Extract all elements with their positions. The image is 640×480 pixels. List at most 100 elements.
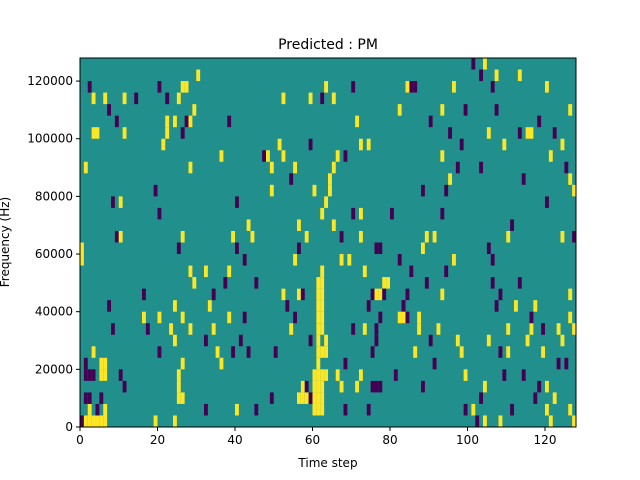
plot-area [79,57,577,428]
heatmap-cell [91,346,96,358]
heatmap-cell [223,277,228,289]
x-axis: 0 20 40 60 80 100 120 [76,427,556,447]
heatmap-cell [459,138,464,151]
heatmap-cell [320,323,325,335]
heatmap-cell [211,288,216,301]
heatmap-cell [254,277,259,289]
heatmap-cell [300,392,305,404]
heatmap-cell [142,288,146,301]
heatmap-cell [114,230,119,243]
heatmap-cell [421,242,425,255]
heatmap-cell [479,161,484,174]
heatmap-cell [328,173,332,185]
heatmap-cell [498,346,503,358]
heatmap-cell [308,392,313,404]
heatmap-cell [343,403,348,416]
heatmap-cell [514,300,518,312]
heatmap-cell [83,415,88,427]
heatmap-cell [87,403,92,416]
y-tick-label: 20000 [35,362,73,376]
heatmap-cell [347,254,352,266]
heatmap-cell [320,403,325,416]
heatmap-cell [564,357,569,370]
heatmap-cell [374,288,379,301]
heatmap-cell [533,300,538,312]
heatmap-cell [300,380,305,393]
heatmap-cell [510,403,515,416]
heatmap-cell [308,334,313,347]
heatmap-cell [490,254,495,266]
y-tick-label: 100000 [27,132,73,146]
heatmap-cell [153,415,158,427]
heatmap-cell [324,196,329,208]
heatmap-cell [320,300,325,312]
heatmap-cell [227,115,232,128]
heatmap-cell [533,392,538,404]
heatmap-cell [87,392,92,404]
heatmap-cell [382,288,387,301]
heatmap-cell [545,403,549,416]
heatmap-cell [498,288,503,301]
heatmap-cell [316,346,321,358]
heatmap-cell [238,334,243,347]
heatmap-cell [486,242,491,255]
heatmap-cell [95,403,100,416]
heatmap-cell [192,104,197,116]
heatmap-cell [331,161,336,174]
x-tick-label: 60 [305,433,320,447]
x-tick-label: 40 [227,433,242,447]
heatmap-cell [382,277,387,289]
y-tick-label: 120000 [27,74,73,88]
heatmap-cell [219,357,224,370]
heatmap-cell [142,311,146,324]
heatmap-cell [262,150,267,162]
heatmap-cell [335,150,340,162]
heatmap-cell [498,415,503,427]
heatmap-cells [80,58,577,427]
heatmap-cell [413,81,418,93]
heatmap-cell [250,230,255,243]
heatmap-cell [235,403,239,416]
heatmap-cell [324,346,329,358]
heatmap-cell [517,127,522,139]
heatmap-cell [455,161,460,174]
heatmap-cell [184,115,189,128]
heatmap-cell [80,254,84,266]
heatmap-cell [316,334,321,347]
heatmap-cell [176,92,181,105]
heatmap-cell [424,230,429,243]
heatmap-cell [335,369,340,381]
heatmap-cell [312,369,317,381]
heatmap-cell [537,380,542,393]
heatmap-cell [552,392,557,404]
heatmap-cell [176,380,181,393]
heatmap-cell [184,81,189,93]
heatmap-cell [444,265,449,278]
heatmap-cell [359,369,363,381]
heatmap-cell [432,230,437,243]
heatmap-cell [529,323,534,335]
heatmap-cell [331,219,336,231]
heatmap-cell [204,265,208,278]
heatmap-cell [114,115,119,128]
heatmap-cell [118,196,123,208]
heatmap-cell [320,288,325,301]
heatmap-cell [405,288,410,301]
heatmap-cell [525,127,530,139]
heatmap-cell [343,357,348,370]
heatmap-cell [541,346,546,358]
heatmap-cell [281,150,286,162]
heatmap-cell [572,184,577,197]
heatmap-cell [339,254,344,266]
heatmap-cell [293,311,298,324]
heatmap-cell [401,300,406,312]
heatmap-cell [91,92,96,105]
heatmap-cell [95,127,100,139]
heatmap-cell [490,81,495,93]
heatmap-cell [103,415,108,427]
heatmap-cell [362,265,367,278]
heatmap-cell [91,369,96,381]
heatmap-cell [510,219,515,231]
heatmap-cell [517,277,522,289]
heatmap-cell [463,104,468,116]
